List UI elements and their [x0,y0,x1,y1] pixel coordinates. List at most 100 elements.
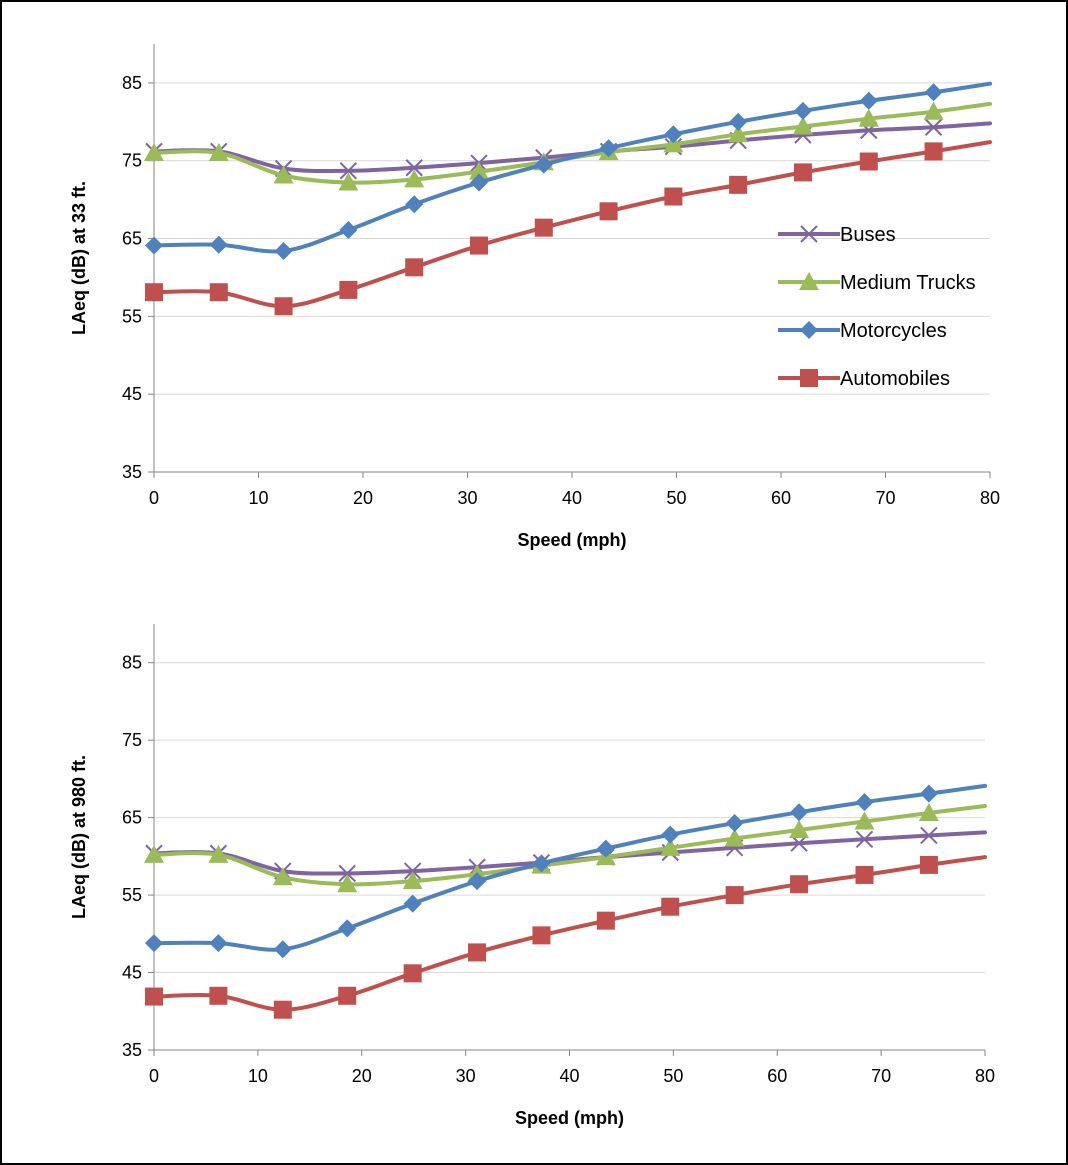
x-tick-label: 10 [248,1066,268,1086]
y-tick-label: 45 [122,384,142,404]
series-motorcycles [145,783,987,959]
y-tick-label: 85 [122,653,142,673]
data-point [660,837,681,856]
series-motorcycles [145,81,992,260]
legend: Buses Medium Trucks Motorcycles Automobiles [778,224,976,390]
data-point [599,202,618,221]
data-point [858,108,879,127]
data-point [792,116,813,135]
data-point [209,934,228,953]
data-point [469,236,488,255]
series-line [152,101,992,185]
data-point [859,152,878,171]
y-axis-title: LAeq (dB) at 33 ft. [69,181,89,335]
y-tick-label: 75 [122,730,142,750]
data-point [209,283,228,302]
data-point [532,854,551,873]
data-point [793,101,812,120]
data-point [725,814,744,833]
legend-label: Buses [840,224,896,246]
data-point [144,142,164,161]
data-point [793,163,812,182]
data-point [337,874,358,893]
data-point [338,172,359,191]
data-point [402,871,423,890]
data-point [920,826,938,845]
data-point [403,894,422,913]
y-tick-label: 75 [122,151,142,171]
data-point [144,844,164,863]
data-point [273,940,292,959]
data-point [724,828,745,847]
legend-marker [799,272,819,290]
x-tick-label: 70 [875,488,895,508]
data-point [918,802,939,821]
data-point [596,839,615,858]
data-point [924,142,943,161]
x-tick-label: 40 [559,1066,579,1086]
data-point [145,987,163,1006]
legend-item: Medium Trucks [778,272,976,294]
data-point [273,1000,292,1019]
legend-label: Motorcycles [840,320,947,342]
data-point [663,134,684,153]
data-point [924,118,943,136]
data-point [469,173,488,192]
data-point [664,125,683,144]
data-point [209,235,228,254]
data-point [661,897,680,916]
data-point [405,159,423,177]
data-point [532,926,551,945]
data-point [339,220,358,239]
data-point [919,784,938,803]
data-point [272,867,293,886]
data-point [145,283,163,302]
x-tick-label: 60 [767,1066,787,1086]
data-point [661,825,680,844]
data-point [145,236,163,255]
data-point [790,803,809,822]
data-point [145,934,163,953]
data-point [664,187,683,206]
data-point [273,165,294,184]
data-point [789,820,810,839]
data-point [208,844,229,863]
x-tick-label: 30 [457,488,477,508]
x-axis-title: Speed (mph) [515,1108,624,1128]
y-tick-label: 45 [122,963,142,983]
data-point [339,162,358,180]
data-point [274,241,293,260]
chart-panel-2: 35 45 55 65 75 85 0 10 20 30 40 50 60 70 80 Speed (mph)… [69,624,995,1128]
legend-marker [800,321,818,339]
x-tick-label: 60 [771,488,791,508]
legend-item: Automobiles [778,368,950,390]
x-tick-label: 20 [352,1066,372,1086]
y-tick-label: 55 [122,306,142,326]
data-point [728,124,749,143]
data-point [404,169,425,188]
chart-panel-1: 35 45 55 65 75 85 0 10 20 30 40 50 60 70 80 Speed (mph)… [69,44,1000,550]
y-tick-label: 65 [122,808,142,828]
data-point [338,919,357,938]
series-line [152,121,992,174]
data-point [596,911,615,930]
data-point [855,793,874,812]
data-point [790,875,809,894]
data-point [729,112,748,131]
series-medium-trucks [144,802,987,893]
data-point [859,91,878,110]
legend-label: Automobiles [840,368,950,390]
x-tick-label: 20 [353,488,373,508]
series-automobiles [145,855,987,1019]
series-medium-trucks [144,101,992,191]
data-point [534,155,553,174]
x-tick-label: 10 [248,488,268,508]
data-point [924,83,943,102]
y-tick-label: 85 [122,73,142,93]
x-tick-label: 30 [456,1066,476,1086]
x-tick-label: 0 [149,1066,159,1086]
data-point [468,943,487,962]
x-tick-label: 0 [149,488,159,508]
